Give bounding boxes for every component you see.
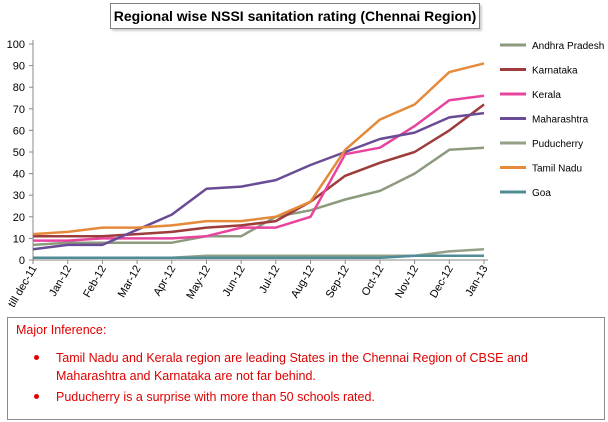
line-chart: 0 10 20 30 40 50 60 70 80 90 100 till dec-11 Jan-12… bbox=[6, 39, 604, 310]
legend-label: Tamil Nadu bbox=[532, 164, 582, 175]
series-line-andhra-pradesh bbox=[32, 146, 485, 247]
inference-point-text: Puducherry is a surprise with more than … bbox=[56, 390, 375, 404]
legend-label: Kerala bbox=[532, 90, 561, 101]
y-tick-label: 60 bbox=[13, 125, 25, 137]
y-tick-label: 70 bbox=[13, 104, 25, 116]
y-tick-label: 40 bbox=[13, 169, 25, 181]
inference-box: Major Inference: Tamil Nadu and Kerala r… bbox=[7, 317, 605, 420]
y-tick-label: 30 bbox=[13, 190, 25, 202]
x-tick-label: Jan-12 bbox=[47, 264, 74, 299]
x-tick-label: Mar-12 bbox=[116, 264, 144, 300]
x-tick-label: Jun-12 bbox=[221, 264, 248, 299]
x-tick-label: Feb-12 bbox=[81, 264, 109, 300]
inference-heading: Major Inference: bbox=[16, 323, 107, 337]
series-line-kerala bbox=[33, 94, 485, 242]
x-tick-label: Jul-12 bbox=[257, 264, 282, 296]
inference-point-2: Puducherry is a surprise with more than … bbox=[34, 388, 596, 406]
inference-list: Tamil Nadu and Kerala region are leading… bbox=[16, 349, 596, 406]
inference-point-1: Tamil Nadu and Kerala region are leading… bbox=[34, 349, 596, 385]
bullet-icon bbox=[34, 355, 39, 360]
legend-label: Puducherry bbox=[532, 139, 583, 150]
x-tick-label: Dec-12 bbox=[428, 264, 456, 301]
x-tick-label: Jan-13 bbox=[463, 264, 490, 299]
x-tick-label: Sep-12 bbox=[324, 264, 352, 301]
series-line-tamil-nadu bbox=[32, 62, 485, 236]
legend: Andhra Pradesh Karnataka Kerala Maharashtra… bbox=[500, 41, 604, 199]
y-tick-label: 80 bbox=[13, 82, 25, 94]
series-line-goa bbox=[33, 254, 484, 260]
y-tick-label: 50 bbox=[13, 147, 25, 159]
bullet-icon bbox=[34, 394, 39, 399]
y-tick-label: 90 bbox=[13, 61, 25, 73]
legend-label: Karnataka bbox=[532, 66, 578, 77]
x-tick-label: Oct-12 bbox=[360, 264, 387, 299]
legend-label: Goa bbox=[532, 188, 551, 199]
y-tick-label: 10 bbox=[13, 233, 25, 245]
y-tick-label: 20 bbox=[13, 212, 25, 224]
x-axis-ticks: till dec-11 Jan-12 Feb-12 Mar-12 Apr-12 May-1… bbox=[6, 260, 491, 310]
x-tick-label: Apr-12 bbox=[151, 264, 178, 299]
x-tick-label: May-12 bbox=[184, 264, 213, 302]
legend-label: Maharashtra bbox=[532, 115, 589, 126]
legend-label: Andhra Pradesh bbox=[532, 41, 604, 52]
chart-title: Regional wise NSSI sanitation rating (Ch… bbox=[110, 3, 480, 29]
x-tick-label: Nov-12 bbox=[393, 264, 421, 301]
series-line-maharashtra bbox=[32, 111, 485, 251]
y-axis-ticks: 0 10 20 30 40 50 60 70 80 90 100 bbox=[7, 39, 33, 267]
x-tick-label: till dec-11 bbox=[6, 264, 40, 310]
y-tick-label: 0 bbox=[19, 255, 25, 267]
x-tick-label: Aug-12 bbox=[289, 264, 317, 301]
series-line-karnataka bbox=[33, 103, 485, 238]
inference-point-text: Tamil Nadu and Kerala region are leading… bbox=[56, 351, 528, 383]
chart-axes bbox=[32, 40, 488, 261]
y-tick-label: 100 bbox=[7, 39, 25, 51]
series-lines bbox=[32, 62, 485, 260]
